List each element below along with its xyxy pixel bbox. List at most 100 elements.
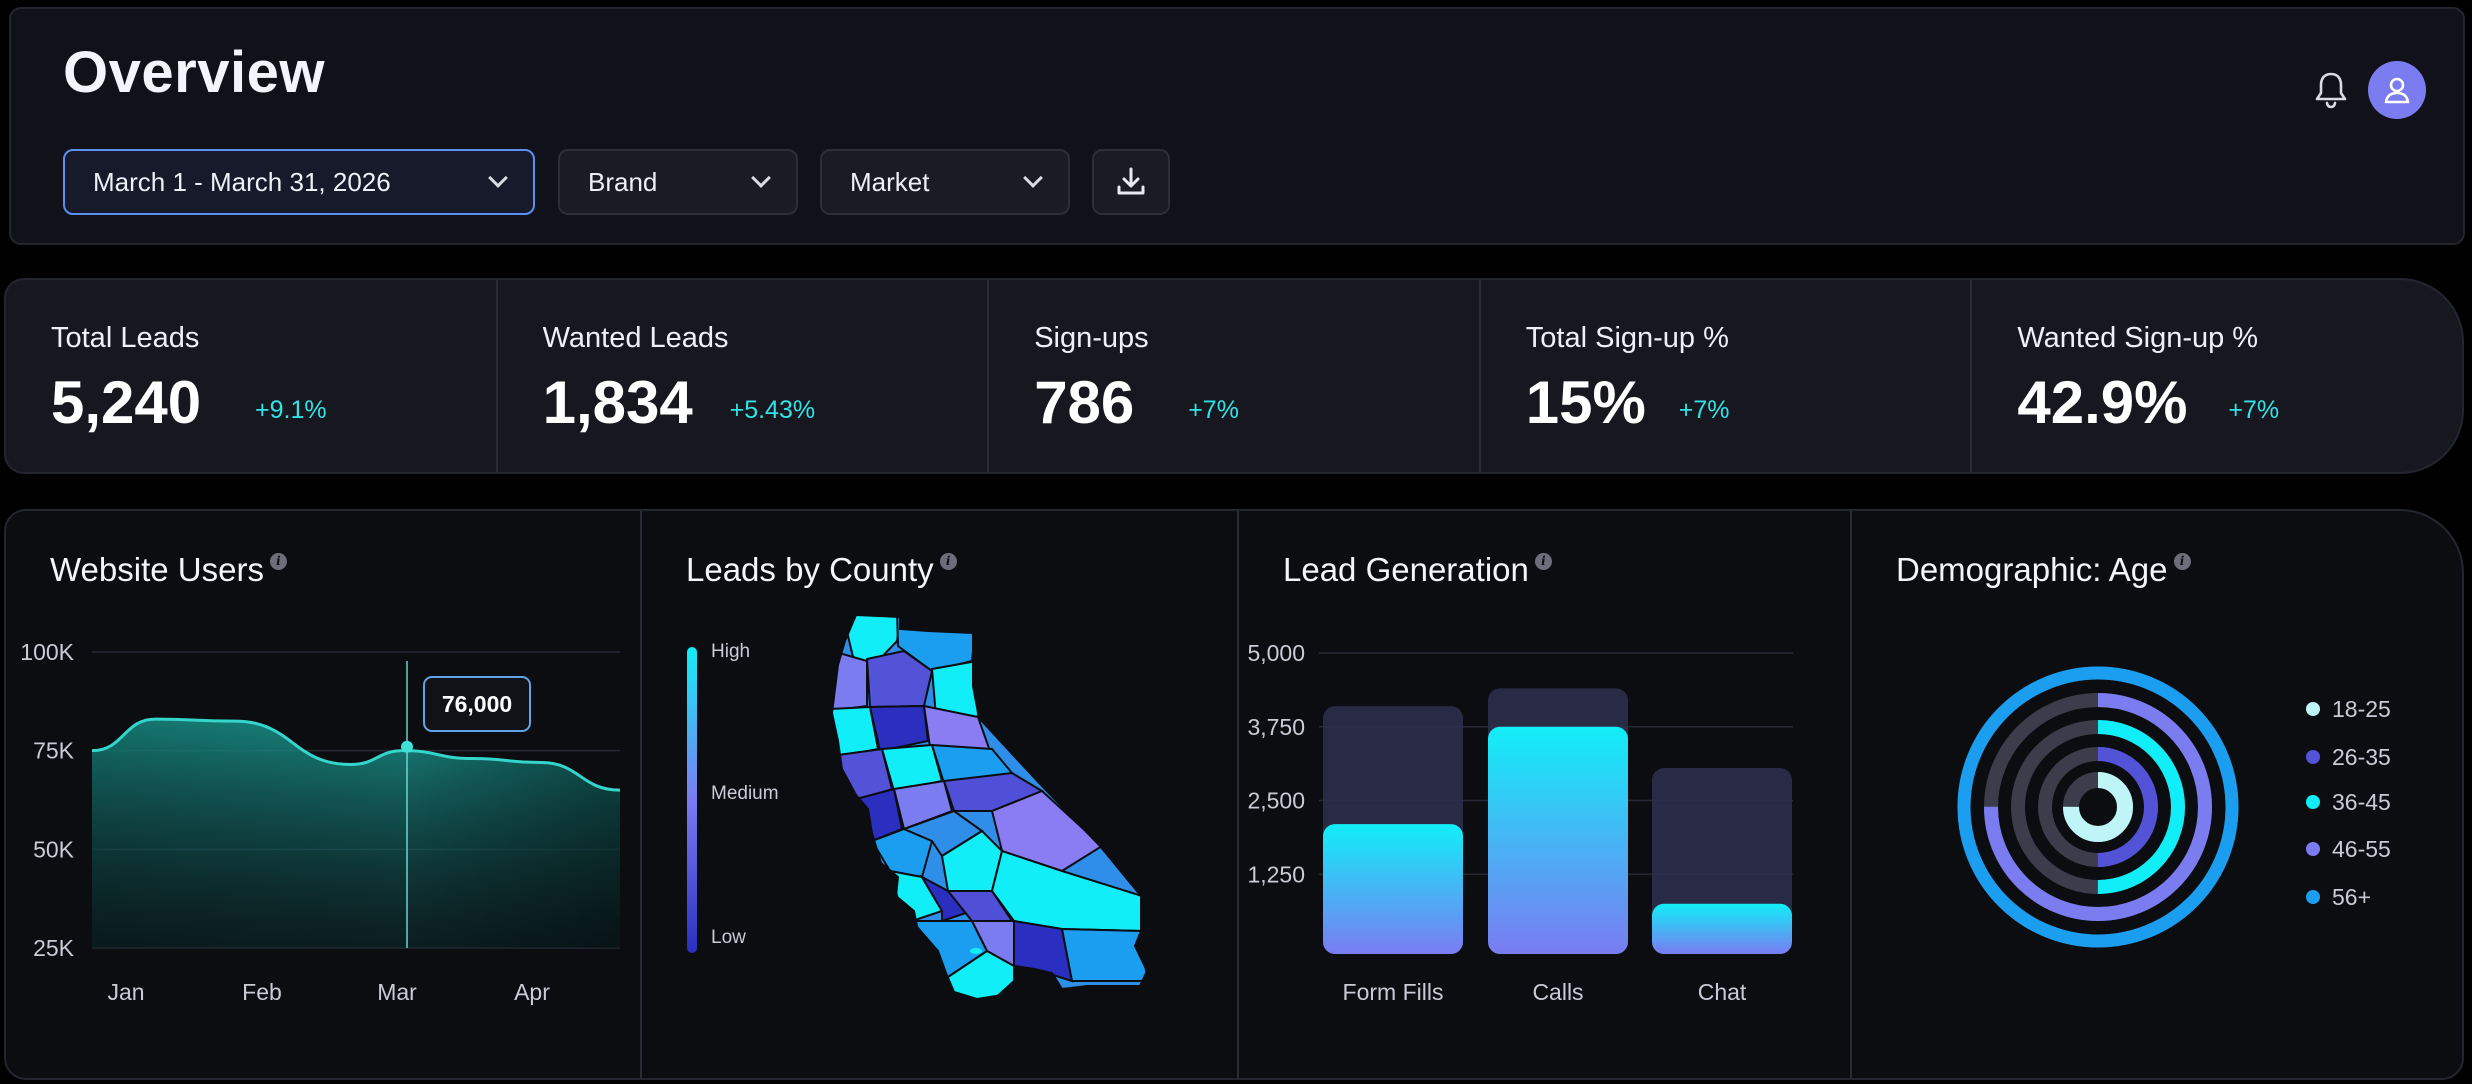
kpi-value: 5,240 [51, 369, 202, 436]
kpi-label: Wanted Leads [542, 322, 729, 354]
header-bar: Overview March 1 - March 31, 2026 Brand … [9, 7, 2465, 245]
leads-by-county-title: Leads by County [686, 551, 934, 588]
kpi-value: 42.9% [2017, 369, 2188, 436]
x-tick-label: Jan [107, 979, 144, 1005]
user-icon [2384, 77, 2410, 104]
actual-bar[interactable] [1652, 903, 1792, 954]
age-ring-18-25[interactable] [2063, 772, 2133, 842]
y-tick-label: 1,250 [1247, 861, 1305, 887]
legend-label: 46-55 [2332, 836, 2391, 862]
kpi-label: Wanted Sign-up % [2017, 322, 2259, 354]
x-tick-label: Calls [1532, 979, 1583, 1005]
kpi-value: 15% [1525, 369, 1646, 436]
kpi-label: Total Sign-up % [1525, 322, 1729, 354]
chevron-down-icon [1023, 168, 1043, 188]
lead-generation-panel: 5,000 3,750 2,500 1,250 Form Fills Calls Chat… [1239, 511, 1852, 1080]
notifications-button[interactable] [2309, 65, 2353, 115]
date-range-select[interactable]: March 1 - March 31, 2026 [63, 149, 535, 215]
legend-label: 18-25 [2332, 696, 2391, 722]
legend-medium: Medium [711, 783, 779, 804]
user-avatar-button[interactable] [2368, 61, 2426, 119]
x-tick-label: Form Fills [1343, 979, 1444, 1005]
website-users-panel: 100K 75K 50K 25K Jan Feb Mar Apr 76,000 Websit… [6, 511, 642, 1080]
panel-title-demographic-age: Demographic: Age i [1896, 551, 2191, 589]
kpi-total-sign-up-pct[interactable]: Total Sign-up % 15% +7% [1481, 280, 1973, 472]
y-tick-label: 50K [33, 836, 75, 862]
actual-bar[interactable] [1488, 726, 1628, 954]
y-tick-label: 5,000 [1247, 640, 1305, 666]
chevron-down-icon [751, 168, 771, 188]
info-icon[interactable]: i [269, 553, 287, 570]
demographic-age-panel: 18-25 26-35 36-45 46-55 56+ Demographic: Age… [1852, 511, 2464, 1080]
age-ring-26-35[interactable] [2038, 747, 2158, 867]
kpi-strip: Total Leads 5,240 +9.1% Wanted Leads 1,8… [4, 278, 2464, 474]
market-select[interactable]: Market [820, 149, 1070, 215]
panel-title-website-users: Website Users i [50, 551, 287, 589]
y-tick-label: 2,500 [1247, 788, 1305, 814]
kpi-change: +5.43% [729, 396, 816, 424]
kpi-change: +7% [2228, 396, 2280, 424]
date-range-label: March 1 - March 31, 2026 [93, 166, 391, 197]
y-tick-label: 25K [33, 935, 75, 961]
kpi-label: Total Leads [51, 322, 200, 354]
x-tick-label: Chat [1698, 979, 1747, 1005]
page-title: Overview [63, 40, 325, 105]
california-counties [832, 615, 1147, 999]
demographic-age-title: Demographic: Age [1896, 551, 2168, 588]
lead-generation-title: Lead Generation [1283, 551, 1529, 588]
legend-label: 36-45 [2332, 789, 2391, 815]
users-area-shade [92, 719, 620, 948]
panel-title-leads-by-county: Leads by County i [686, 551, 957, 589]
legend-swatch [2306, 890, 2320, 904]
kpi-change: +7% [1678, 396, 1730, 424]
age-ring-56+[interactable] [1957, 666, 2239, 948]
panel-title-lead-generation: Lead Generation i [1283, 551, 1552, 589]
x-tick-label: Feb [242, 979, 282, 1005]
brand-label: Brand [588, 166, 658, 197]
california-outline [830, 613, 1149, 1001]
kpi-value: 1,834 [542, 369, 693, 436]
users-series-line [91, 717, 621, 792]
legend-swatch [2306, 750, 2320, 764]
legend-high: High [711, 641, 750, 662]
legend-label: 56+ [2332, 884, 2371, 910]
info-icon[interactable]: i [2173, 553, 2191, 570]
kpi-change: +7% [1188, 396, 1239, 424]
website-users-chart[interactable]: 100K 75K 50K 25K Jan Feb Mar Apr 76,000 [6, 511, 642, 1080]
kpi-sign-ups[interactable]: Sign-ups 786 +7% [989, 280, 1481, 472]
highlight-point[interactable] [401, 740, 413, 753]
legend-label: 26-35 [2332, 744, 2391, 770]
info-icon[interactable]: i [1534, 553, 1552, 570]
bell-icon [2315, 72, 2347, 109]
kpi-change: +9.1% [255, 396, 327, 424]
demographic-age-chart[interactable]: 18-25 26-35 36-45 46-55 56+ [1852, 511, 2464, 1080]
legend-low: Low [711, 927, 746, 948]
channel-island [970, 948, 982, 954]
y-tick-label: 3,750 [1247, 714, 1305, 740]
brand-select[interactable]: Brand [558, 149, 798, 215]
download-button[interactable] [1092, 149, 1170, 215]
kpi-total-leads[interactable]: Total Leads 5,240 +9.1% [6, 280, 498, 472]
age-ring-46-55[interactable] [1984, 693, 2212, 921]
tooltip-value: 76,000 [442, 691, 512, 717]
market-label: Market [850, 166, 930, 197]
leads-by-county-panel: High Medium Low [642, 511, 1239, 1080]
kpi-wanted-leads[interactable]: Wanted Leads 1,834 +5.43% [498, 280, 990, 472]
actual-bar[interactable] [1323, 824, 1463, 954]
legend-swatch [2306, 842, 2320, 856]
age-ring-36-45[interactable] [2011, 720, 2185, 894]
tooltip-box [423, 676, 531, 732]
y-tick-label: 100K [20, 639, 74, 665]
legend-gradient-bar [687, 647, 697, 953]
y-tick-label: 75K [33, 738, 75, 764]
legend-swatch [2306, 795, 2320, 809]
kpi-label: Sign-ups [1034, 322, 1149, 354]
kpi-wanted-sign-up-pct[interactable]: Wanted Sign-up % 42.9% +7% [1972, 280, 2462, 472]
legend-swatch [2306, 702, 2320, 716]
channel-island [946, 941, 962, 947]
leads-by-county-map[interactable]: High Medium Low [642, 511, 1239, 1080]
info-icon[interactable]: i [939, 553, 957, 570]
lead-generation-chart[interactable]: 5,000 3,750 2,500 1,250 Form Fills Calls Chat [1239, 511, 1852, 1080]
website-users-title: Website Users [50, 551, 264, 588]
chevron-down-icon [488, 168, 508, 188]
